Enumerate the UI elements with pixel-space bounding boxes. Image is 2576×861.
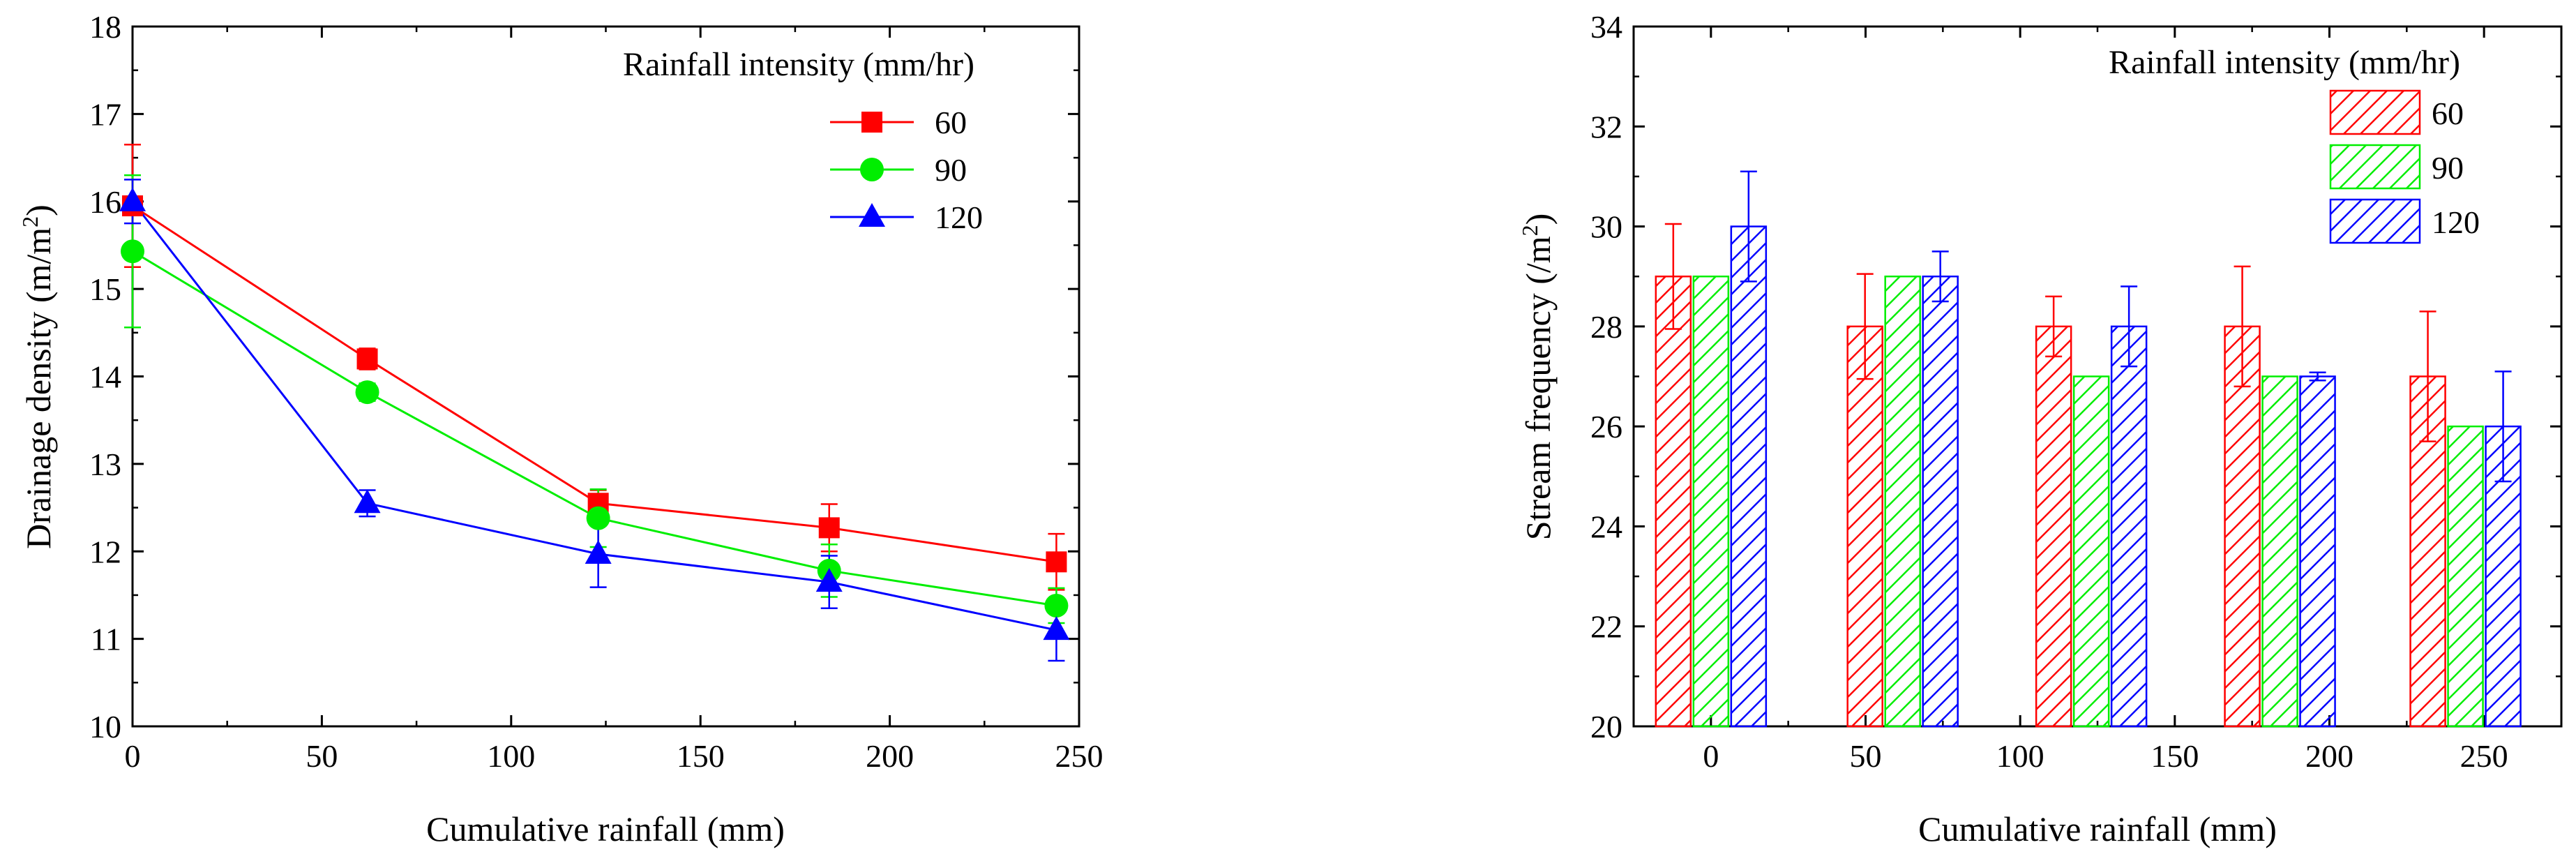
right-x-tick-label: 250 (2460, 738, 2508, 774)
bar-series-90 (1692, 275, 1730, 728)
marker-series-90 (586, 506, 610, 530)
left-y-tick-label: 14 (89, 359, 121, 395)
legend-label-120: 120 (2432, 204, 2480, 240)
marker-series-60 (1046, 551, 1067, 573)
bar-series-90 (1884, 275, 1921, 728)
marker-series-90 (1044, 593, 1069, 617)
marker-series-90 (355, 380, 379, 405)
legend-swatch-60 (2329, 89, 2421, 135)
left-x-tick-label: 0 (125, 738, 141, 774)
left-legend-title: Rainfall intensity (mm/hr) (623, 46, 974, 83)
marker-series-120 (1043, 616, 1070, 641)
left-x-axis-title: Cumulative rainfall (mm) (426, 809, 785, 848)
left-y-axis-title-close: ) (19, 204, 58, 216)
bar-series-120 (1922, 275, 1959, 728)
right-x-tick-label: 0 (1703, 738, 1719, 774)
right-y-tick-label: 28 (1590, 309, 1622, 345)
left-y-tick-label: 10 (89, 709, 121, 744)
marker-series-120 (354, 489, 381, 514)
right-y-tick-label: 20 (1590, 709, 1622, 744)
right-y-tick-label: 26 (1590, 409, 1622, 444)
right-error-bars (1664, 170, 2512, 483)
left-y-tick-label: 18 (89, 9, 121, 45)
left-x-tick-label: 200 (866, 738, 914, 774)
legend-marker-90 (860, 158, 884, 181)
legend-label-60: 60 (2432, 96, 2464, 131)
bar-series-90 (2261, 375, 2298, 728)
bar-series-90 (2447, 425, 2484, 728)
bar-series-60 (2035, 325, 2072, 728)
stream-frequency-chart: 0 50 100 150 200 250 20 22 24 26 28 30 32 34 Cumulati… (1517, 9, 2563, 848)
marker-series-90 (121, 239, 144, 264)
right-y-tick-label: 24 (1590, 509, 1622, 544)
marker-series-120 (585, 540, 612, 564)
legend-label-90: 90 (2432, 150, 2464, 186)
left-x-tick-label: 100 (487, 738, 535, 774)
left-legend-items: 60 90 120 (830, 105, 983, 235)
left-y-axis-title-sup: 2 (17, 216, 43, 227)
right-y-axis-title-sup: 2 (1517, 225, 1542, 236)
bar-series-120 (1730, 225, 1768, 728)
left-series-markers (119, 187, 1070, 641)
marker-series-120 (815, 568, 843, 592)
left-x-tick-label: 50 (306, 738, 338, 774)
bar-series-60 (2409, 375, 2446, 728)
right-x-tick-label: 100 (1996, 738, 2044, 774)
right-axis-ticks: 0 50 100 150 200 250 20 22 24 26 28 30 32 34 (1590, 9, 2561, 774)
right-legend-items: 60 90 120 (2329, 89, 2480, 244)
right-y-tick-label: 30 (1590, 209, 1622, 245)
left-y-tick-label: 11 (91, 622, 121, 657)
left-y-tick-label: 17 (89, 96, 121, 132)
left-y-tick-label: 12 (89, 534, 121, 569)
right-x-axis-title: Cumulative rainfall (mm) (1918, 809, 2277, 848)
right-legend: Rainfall intensity (mm/hr) 60 90 120 (2109, 44, 2480, 244)
right-y-tick-label: 34 (1590, 9, 1622, 45)
drainage-density-chart: 0 50 100 150 200 250 10 11 12 13 14 15 16 17 18 Cumula… (17, 9, 1104, 848)
left-y-tick-label: 13 (89, 447, 121, 482)
bar-series-120 (2110, 325, 2148, 728)
bar-series-60 (2224, 325, 2261, 728)
left-y-tick-label: 16 (89, 184, 121, 220)
bar-series-60 (1846, 325, 1883, 728)
left-axis-ticks: 0 50 100 150 200 250 10 11 12 13 14 15 16 17 18 (89, 9, 1104, 774)
left-x-tick-label: 250 (1055, 738, 1104, 774)
right-y-axis-title-close: ) (1519, 214, 1558, 225)
marker-series-60 (818, 517, 840, 539)
right-x-tick-label: 50 (1850, 738, 1882, 774)
bar-series-120 (2299, 375, 2336, 728)
legend-swatch-90 (2329, 144, 2421, 190)
right-y-axis-title: Stream frequency (/m2) (1517, 214, 1558, 541)
left-x-tick-label: 150 (677, 738, 725, 774)
legend-swatch-120 (2329, 198, 2421, 244)
right-y-tick-label: 32 (1590, 109, 1622, 144)
left-y-axis-title: Drainage density (m/m2) (17, 204, 58, 549)
right-x-tick-label: 150 (2151, 738, 2199, 774)
legend-marker-120 (859, 203, 885, 227)
right-bars (1655, 225, 2522, 728)
left-error-bars (124, 144, 1065, 662)
right-y-axis-title-text: Stream frequency (/m (1519, 236, 1558, 540)
legend-label-90: 90 (935, 152, 967, 188)
left-legend: Rainfall intensity (mm/hr) 60 90 120 (623, 46, 983, 235)
marker-series-120 (119, 187, 146, 211)
bar-series-90 (2072, 375, 2110, 728)
marker-series-60 (356, 348, 378, 370)
legend-label-120: 120 (935, 200, 983, 235)
bar-series-60 (1655, 275, 1692, 728)
right-x-tick-label: 200 (2305, 738, 2353, 774)
legend-label-60: 60 (935, 105, 967, 140)
left-y-axis-title-text: Drainage density (m/m (19, 227, 58, 549)
right-legend-title: Rainfall intensity (mm/hr) (2109, 44, 2460, 81)
left-series-lines (131, 200, 1057, 631)
legend-marker-60 (861, 112, 882, 133)
right-y-tick-label: 22 (1590, 609, 1622, 645)
left-y-tick-label: 15 (89, 271, 121, 307)
line-series-120 (131, 200, 1057, 631)
